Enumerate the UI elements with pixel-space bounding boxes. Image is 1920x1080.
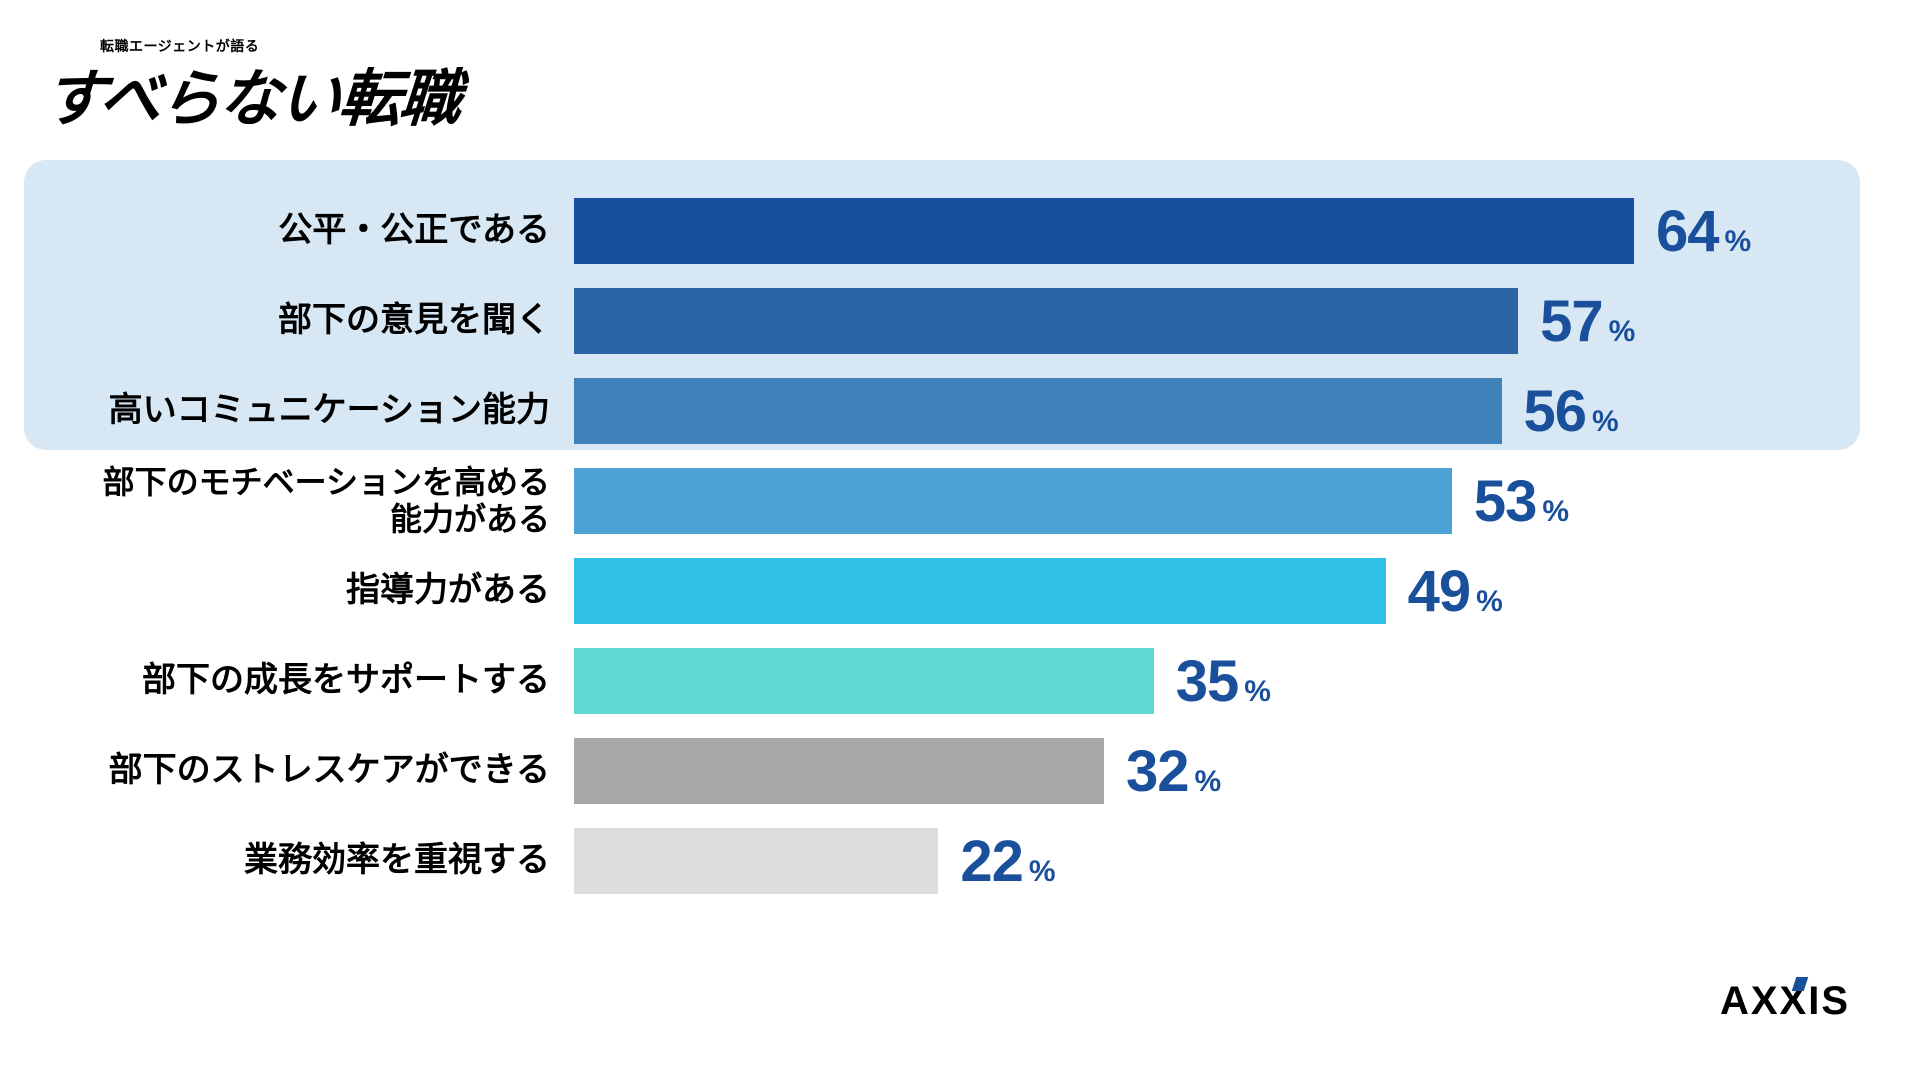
percent-sign: % xyxy=(1476,585,1503,619)
bar xyxy=(574,198,1634,264)
percent-sign: % xyxy=(1609,315,1636,349)
bar-row: 公平・公正である 64% xyxy=(24,186,1860,276)
percent-sign: % xyxy=(1244,675,1271,709)
bar-value: 32% xyxy=(1126,738,1221,805)
bar-cell xyxy=(574,198,1634,264)
bar-value: 35% xyxy=(1176,648,1271,715)
bar-cell xyxy=(574,648,1154,714)
percent-sign: % xyxy=(1542,495,1569,529)
bar-value: 22% xyxy=(960,828,1055,895)
bar-label: 部下のモチベーションを高める能力がある xyxy=(24,464,574,538)
bar-value-number: 35 xyxy=(1176,648,1239,715)
bar xyxy=(574,468,1452,534)
bar-value: 56% xyxy=(1524,378,1619,445)
bar xyxy=(574,288,1518,354)
bar-chart: 公平・公正である64%部下の意見を聞く57%高いコミュニケーション能力56%部下… xyxy=(24,186,1860,906)
bar xyxy=(574,558,1386,624)
bar-row: 業務効率を重視する 22% xyxy=(24,816,1860,906)
chart-canvas: 転職エージェントが語る すべらない転職 公平・公正である 64% 部下の意見を聞く 5… xyxy=(0,0,1920,1080)
bar-label: 業務効率を重視する xyxy=(24,841,574,880)
bar-cell xyxy=(574,558,1386,624)
bar-cell xyxy=(574,378,1502,444)
bar xyxy=(574,828,938,894)
bar-cell xyxy=(574,288,1518,354)
bar-value-number: 57 xyxy=(1540,288,1603,355)
bar-row: 部下の成長をサポートする 35% xyxy=(24,636,1860,726)
percent-sign: % xyxy=(1725,225,1752,259)
bar-value-number: 32 xyxy=(1126,738,1189,805)
bar-label: 部下の成長をサポートする xyxy=(24,661,574,700)
bar-cell xyxy=(574,738,1104,804)
percent-sign: % xyxy=(1592,405,1619,439)
bar-value: 53% xyxy=(1474,468,1569,535)
bar-value-number: 49 xyxy=(1408,558,1471,625)
bar-value: 57% xyxy=(1540,288,1635,355)
bar-value: 64% xyxy=(1656,198,1751,265)
bar-row: 部下のストレスケアができる 32% xyxy=(24,726,1860,816)
top-logo: 転職エージェントが語る すべらない転職 xyxy=(44,36,460,138)
bar-label: 部下のストレスケアができる xyxy=(24,751,574,790)
percent-sign: % xyxy=(1195,765,1222,799)
bar-row: 部下の意見を聞く 57% xyxy=(24,276,1860,366)
bar xyxy=(574,378,1502,444)
bar-row: 高いコミュニケーション能力 56% xyxy=(24,366,1860,456)
bar xyxy=(574,648,1154,714)
percent-sign: % xyxy=(1029,855,1056,889)
bottom-logo: AXXIS xyxy=(1720,979,1850,1024)
bar-label: 指導力がある xyxy=(24,571,574,610)
bar-row: 部下のモチベーションを高める能力がある 53% xyxy=(24,456,1860,546)
bar-label: 部下の意見を聞く xyxy=(24,301,574,340)
bar-label: 高いコミュニケーション能力 xyxy=(24,391,574,430)
bar-value-number: 22 xyxy=(960,828,1023,895)
bar-cell xyxy=(574,468,1452,534)
bar xyxy=(574,738,1104,804)
bar-row: 指導力がある 49% xyxy=(24,546,1860,636)
top-logo-title: すべらない転職 xyxy=(41,48,463,138)
bar-value-number: 53 xyxy=(1474,468,1537,535)
bar-value-number: 64 xyxy=(1656,198,1719,265)
bar-value-number: 56 xyxy=(1524,378,1587,445)
bar-value: 49% xyxy=(1408,558,1503,625)
bar-label: 公平・公正である xyxy=(24,211,574,250)
bottom-logo-text: AXXIS xyxy=(1720,979,1850,1023)
bar-cell xyxy=(574,828,938,894)
